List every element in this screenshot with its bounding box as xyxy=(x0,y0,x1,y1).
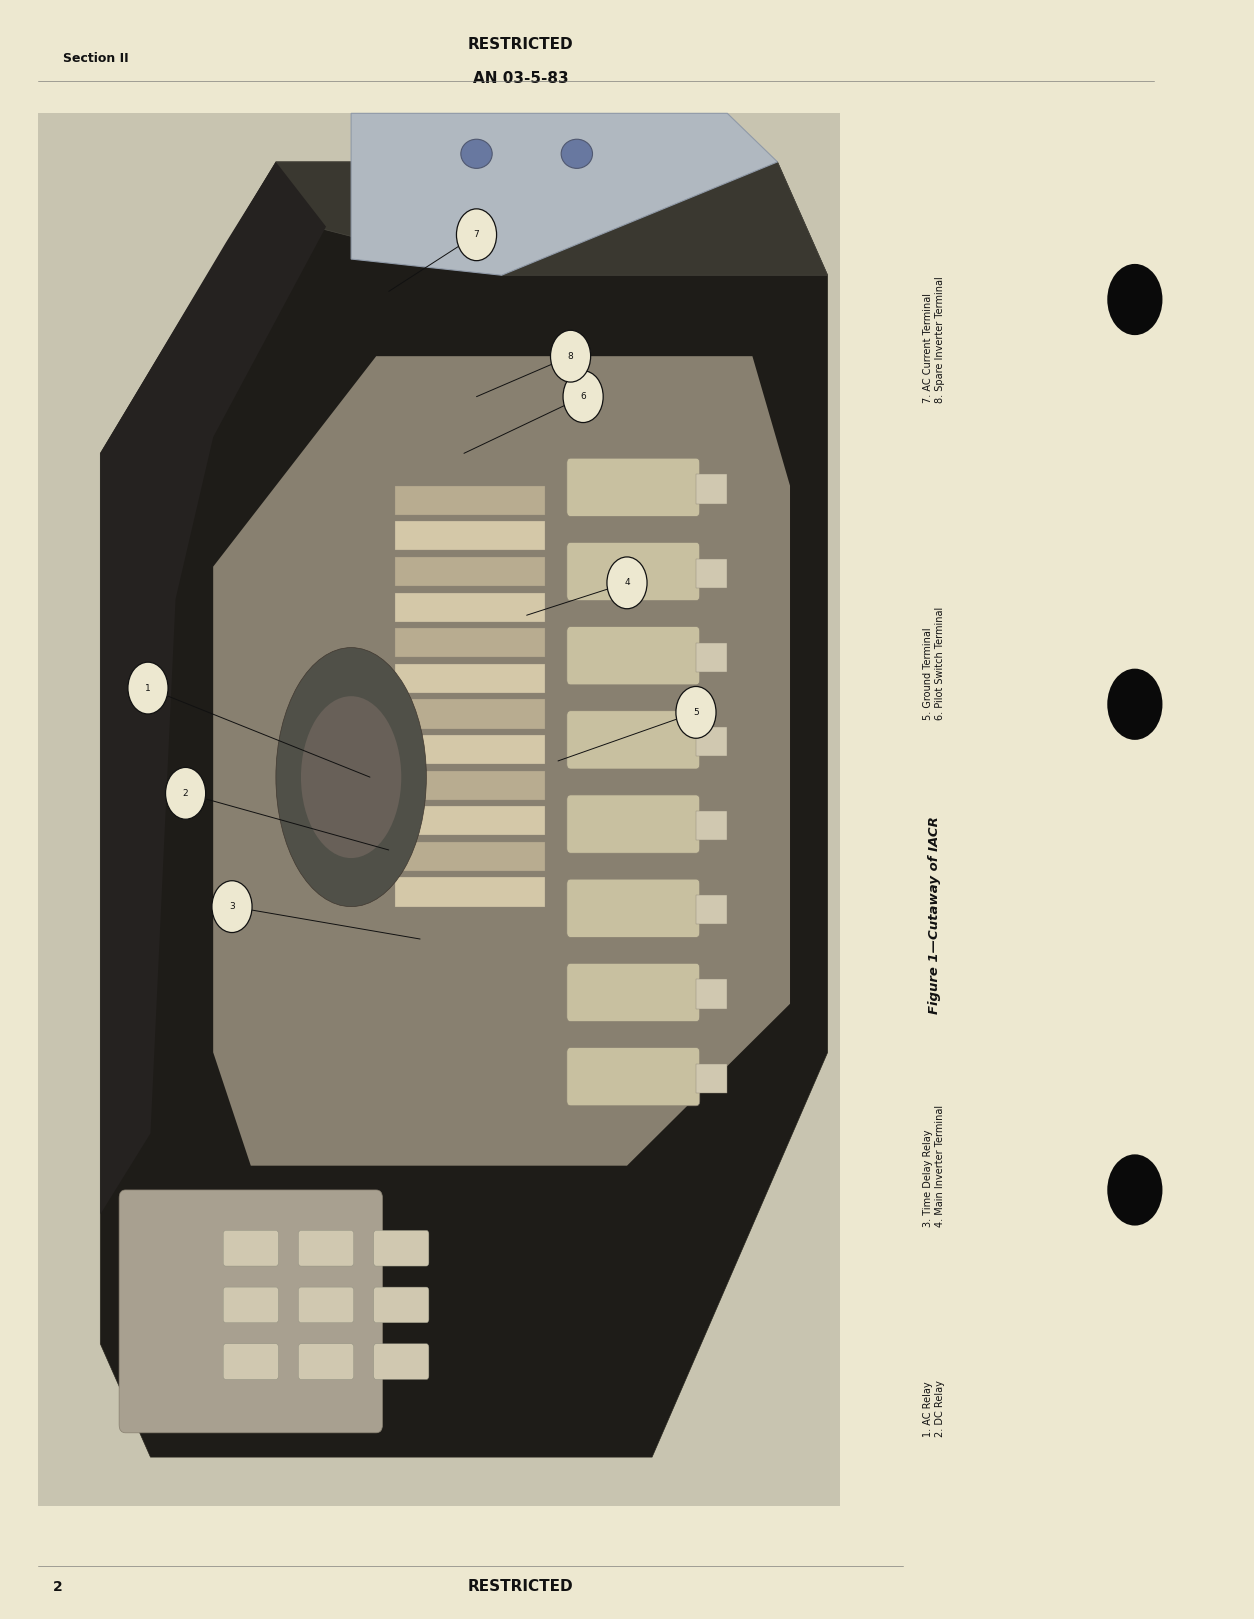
Text: AN 03-5-83: AN 03-5-83 xyxy=(473,71,568,86)
FancyBboxPatch shape xyxy=(223,1230,278,1266)
FancyBboxPatch shape xyxy=(298,1230,354,1266)
Bar xyxy=(395,486,545,515)
Circle shape xyxy=(676,686,716,738)
Bar xyxy=(395,806,545,835)
Text: 7. AC Current Terminal
8. Spare Inverter Terminal: 7. AC Current Terminal 8. Spare Inverter… xyxy=(923,277,946,403)
FancyBboxPatch shape xyxy=(567,963,700,1022)
Circle shape xyxy=(1107,264,1162,335)
Text: RESTRICTED: RESTRICTED xyxy=(468,37,573,52)
Text: 7: 7 xyxy=(474,230,479,240)
FancyBboxPatch shape xyxy=(298,1287,354,1323)
Ellipse shape xyxy=(561,139,592,168)
FancyBboxPatch shape xyxy=(567,458,700,516)
Bar xyxy=(395,735,545,764)
Bar xyxy=(395,842,545,871)
FancyBboxPatch shape xyxy=(567,1047,700,1106)
Bar xyxy=(696,1064,727,1093)
Circle shape xyxy=(456,209,497,261)
Text: 5: 5 xyxy=(693,708,698,717)
Bar xyxy=(395,877,545,907)
Ellipse shape xyxy=(460,139,492,168)
Text: 4: 4 xyxy=(624,578,630,588)
Bar xyxy=(395,664,545,693)
Ellipse shape xyxy=(276,648,426,907)
Bar xyxy=(395,699,545,729)
FancyBboxPatch shape xyxy=(223,1344,278,1379)
Circle shape xyxy=(563,371,603,423)
Bar xyxy=(395,628,545,657)
Circle shape xyxy=(607,557,647,609)
Text: Section II: Section II xyxy=(63,52,128,65)
Text: 5. Ground Terminal
6. Pilot Switch Terminal: 5. Ground Terminal 6. Pilot Switch Termi… xyxy=(923,607,946,720)
Text: 2: 2 xyxy=(183,788,188,798)
Circle shape xyxy=(1107,1154,1162,1226)
Circle shape xyxy=(166,767,206,819)
FancyBboxPatch shape xyxy=(567,627,700,685)
Bar xyxy=(395,593,545,622)
Ellipse shape xyxy=(301,696,401,858)
Bar xyxy=(696,559,727,588)
Circle shape xyxy=(551,330,591,382)
FancyBboxPatch shape xyxy=(374,1230,429,1266)
Polygon shape xyxy=(276,162,828,275)
Text: 1. AC Relay
2. DC Relay: 1. AC Relay 2. DC Relay xyxy=(923,1379,946,1438)
Bar xyxy=(395,557,545,586)
Text: 8: 8 xyxy=(568,351,573,361)
FancyBboxPatch shape xyxy=(374,1287,429,1323)
Bar xyxy=(696,474,727,504)
Bar xyxy=(696,811,727,840)
Bar xyxy=(38,113,840,1506)
Polygon shape xyxy=(100,162,828,1457)
Text: 3. Time Delay Relay
4. Main Inverter Terminal: 3. Time Delay Relay 4. Main Inverter Ter… xyxy=(923,1104,946,1227)
Bar xyxy=(696,643,727,672)
FancyBboxPatch shape xyxy=(567,795,700,853)
FancyBboxPatch shape xyxy=(567,711,700,769)
Bar xyxy=(395,771,545,800)
FancyBboxPatch shape xyxy=(567,542,700,601)
Polygon shape xyxy=(351,113,777,275)
Polygon shape xyxy=(100,162,326,1214)
Circle shape xyxy=(128,662,168,714)
Bar xyxy=(696,727,727,756)
FancyBboxPatch shape xyxy=(298,1344,354,1379)
Polygon shape xyxy=(213,356,790,1166)
Circle shape xyxy=(1107,669,1162,740)
FancyBboxPatch shape xyxy=(567,879,700,937)
Text: 2: 2 xyxy=(53,1580,63,1593)
Bar xyxy=(696,979,727,1009)
Bar xyxy=(395,521,545,550)
Text: 6: 6 xyxy=(581,392,586,402)
FancyBboxPatch shape xyxy=(223,1287,278,1323)
Text: 1: 1 xyxy=(145,683,150,693)
Bar xyxy=(696,895,727,924)
Text: 3: 3 xyxy=(229,902,234,911)
FancyBboxPatch shape xyxy=(119,1190,382,1433)
FancyBboxPatch shape xyxy=(374,1344,429,1379)
Circle shape xyxy=(212,881,252,933)
Text: Figure 1—Cutaway of IACR: Figure 1—Cutaway of IACR xyxy=(928,816,940,1013)
Text: RESTRICTED: RESTRICTED xyxy=(468,1579,573,1595)
